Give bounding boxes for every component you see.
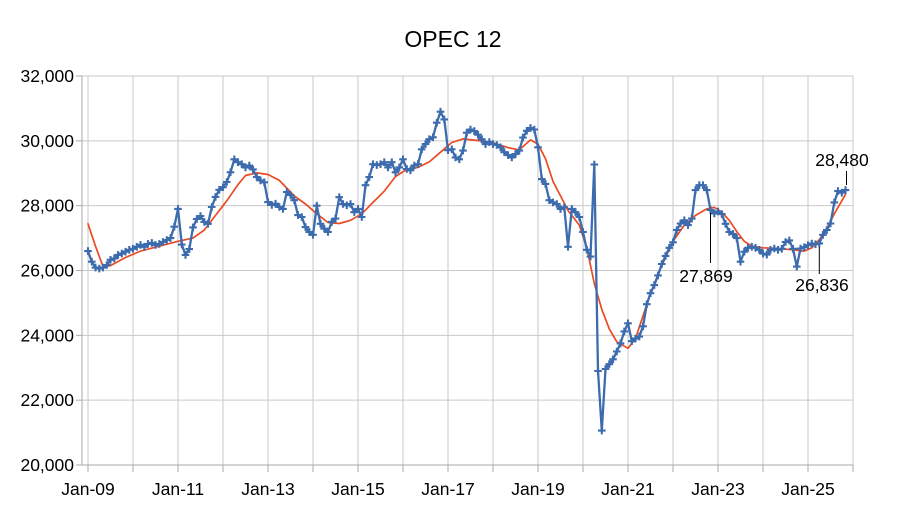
x-axis-label: Jan-25 [781, 479, 835, 499]
y-axis-label: 24,000 [20, 325, 74, 345]
x-axis-label: Jan-13 [241, 479, 295, 499]
x-axis-label: Jan-17 [421, 479, 475, 499]
data-point-markers [84, 107, 850, 435]
x-axis-label: Jan-23 [691, 479, 745, 499]
annotation-value-label: 27,869 [679, 266, 733, 286]
trend-line [87, 138, 847, 350]
chart-title: OPEC 12 [404, 26, 501, 52]
x-axis-label: Jan-09 [61, 479, 115, 499]
y-axis-label: 22,000 [20, 390, 74, 410]
axis-labels-group: 32,000 30,000 28,000 26,000 24,000 22,000 20,0… [20, 66, 834, 499]
annotation-value-label: 26,836 [795, 275, 849, 295]
x-axis-label: Jan-19 [511, 479, 565, 499]
y-axis-label: 26,000 [20, 261, 74, 281]
y-axis-label: 20,000 [20, 455, 74, 475]
series-group [84, 107, 850, 435]
annotation-value-label: 28,480 [815, 150, 869, 170]
axes-group [76, 75, 854, 472]
x-axis-label: Jan-11 [152, 479, 204, 499]
gridlines-group [82, 75, 854, 466]
y-axis-label: 28,000 [20, 196, 74, 216]
x-axis-label: Jan-21 [601, 479, 655, 499]
x-axis-label: Jan-15 [331, 479, 385, 499]
y-axis-label: 30,000 [20, 131, 74, 151]
y-axis-label: 32,000 [20, 66, 74, 86]
annotations-group: 27,869 26,836 28,480 [679, 150, 869, 295]
